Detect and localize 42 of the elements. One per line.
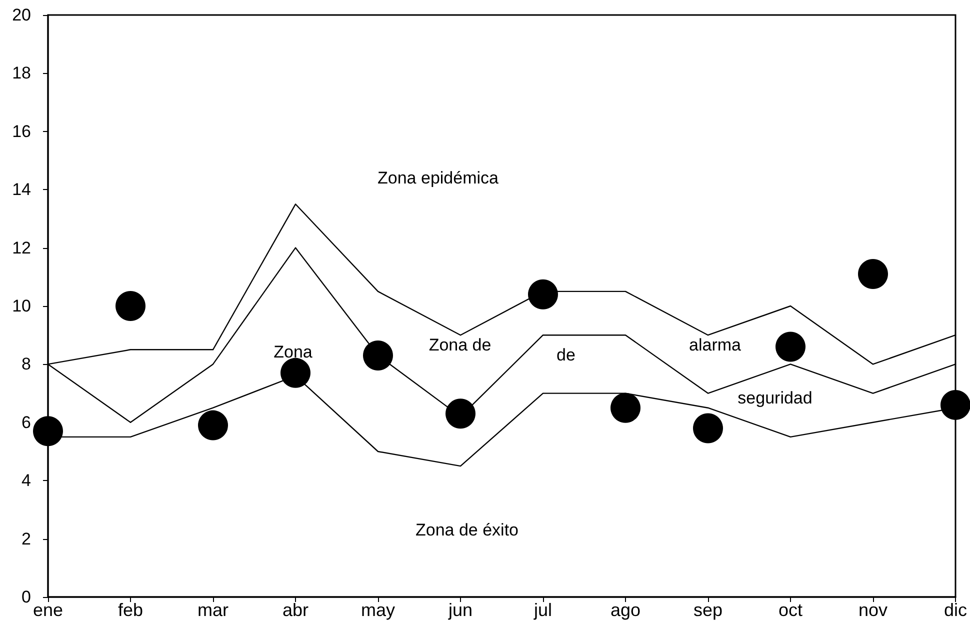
y-tick-label: 0 xyxy=(22,588,31,606)
annotation: Zona epidémica xyxy=(378,168,500,188)
x-tick-label: mar xyxy=(198,600,229,620)
x-tick-label: feb xyxy=(118,600,144,620)
annotation: alarma xyxy=(689,336,742,354)
y-tick-label: 12 xyxy=(12,238,31,258)
x-tick-label: ago xyxy=(610,600,641,620)
point xyxy=(528,279,558,310)
x-tick-label: abr xyxy=(282,600,309,620)
y-tick-label: 6 xyxy=(22,412,31,432)
y-tick-label: 20 xyxy=(12,6,31,24)
point xyxy=(198,410,228,440)
x-tick-label: nov xyxy=(858,600,888,620)
point xyxy=(610,392,640,423)
annotation: seguridad xyxy=(738,388,812,408)
y-tick-label: 8 xyxy=(22,354,31,374)
x-tick-label: jul xyxy=(532,600,552,620)
point xyxy=(776,332,806,362)
y-tick-label: 10 xyxy=(12,296,31,316)
annotation: Zona xyxy=(274,342,313,362)
x-tick-label: may xyxy=(360,600,396,620)
x-tick-label: dic xyxy=(944,600,968,620)
annotation: Zona de éxito xyxy=(415,520,519,540)
y-tick-label: 16 xyxy=(12,122,31,141)
x-tick-label: oct xyxy=(778,600,803,620)
point xyxy=(116,291,146,321)
annotation: Zona de xyxy=(428,336,492,354)
annotation: de xyxy=(556,346,576,364)
x-tick-label: sep xyxy=(693,600,723,620)
x-tick-label: ene xyxy=(32,600,64,620)
point xyxy=(280,358,310,388)
point xyxy=(363,340,393,370)
point xyxy=(693,413,723,444)
y-tick-label: 4 xyxy=(22,471,31,490)
y-tick-label: 2 xyxy=(22,529,31,548)
x-tick-label: jun xyxy=(447,600,473,620)
point xyxy=(33,416,63,446)
point xyxy=(446,398,476,429)
y-tick-label: 18 xyxy=(12,64,31,83)
point xyxy=(858,258,888,289)
y-tick-label: 14 xyxy=(12,180,31,200)
point xyxy=(940,390,970,420)
